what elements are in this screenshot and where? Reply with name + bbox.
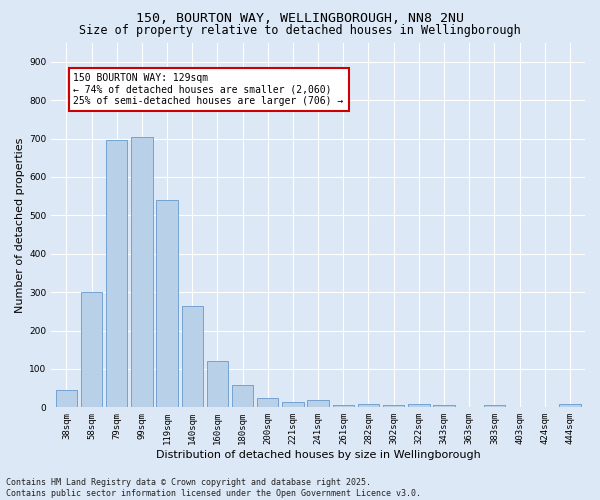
Text: Contains HM Land Registry data © Crown copyright and database right 2025.
Contai: Contains HM Land Registry data © Crown c… <box>6 478 421 498</box>
Bar <box>232 385 253 407</box>
Bar <box>157 200 178 408</box>
Text: 150 BOURTON WAY: 129sqm
← 74% of detached houses are smaller (2,060)
25% of semi: 150 BOURTON WAY: 129sqm ← 74% of detache… <box>73 73 344 106</box>
Bar <box>358 404 379 407</box>
Text: 150, BOURTON WAY, WELLINGBOROUGH, NN8 2NU: 150, BOURTON WAY, WELLINGBOROUGH, NN8 2N… <box>136 12 464 26</box>
Bar <box>182 306 203 408</box>
Bar <box>408 404 430 407</box>
Bar <box>131 136 152 407</box>
Bar <box>56 390 77 407</box>
Bar <box>332 406 354 407</box>
Bar <box>282 402 304 407</box>
Bar <box>207 361 228 408</box>
Bar <box>257 398 278 407</box>
Bar <box>307 400 329 407</box>
Bar <box>559 404 581 407</box>
Bar <box>106 140 127 407</box>
Bar <box>81 292 102 408</box>
Text: Size of property relative to detached houses in Wellingborough: Size of property relative to detached ho… <box>79 24 521 37</box>
Bar <box>484 406 505 407</box>
Bar <box>433 406 455 407</box>
Bar <box>383 406 404 407</box>
X-axis label: Distribution of detached houses by size in Wellingborough: Distribution of detached houses by size … <box>156 450 481 460</box>
Y-axis label: Number of detached properties: Number of detached properties <box>15 137 25 312</box>
